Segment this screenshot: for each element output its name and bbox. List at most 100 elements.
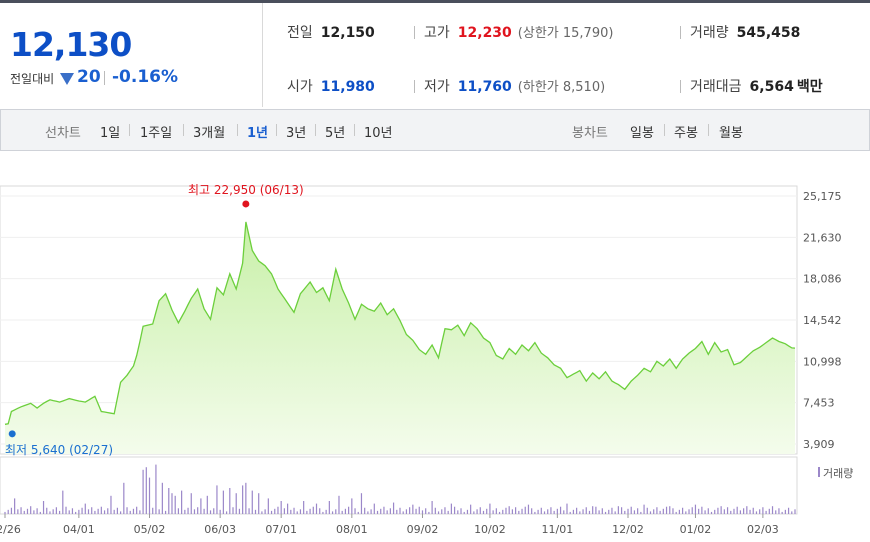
price-chart: 거래량 25,175 21,630 18,086 14,542 10,998 7,453 3… [0,183,853,536]
change-value: 20 [77,67,101,87]
tab-10year[interactable]: 10년 [364,126,393,141]
y-tick-label: 14,542 [803,314,842,327]
volume-bar [322,511,324,514]
volume-bar [235,493,237,514]
volume-bar [155,464,157,514]
volume-bar [608,509,610,514]
volume-bar [277,506,279,514]
volume-bar [601,508,603,514]
volume-bar [685,511,687,514]
volume-bar [726,507,729,514]
tab-divider [276,124,277,136]
volume-bar [251,490,253,514]
stat-open-value: 11,980 [320,79,375,95]
volume-bar [296,511,298,514]
tab-3month[interactable]: 3개월 [193,126,226,141]
tab-1year[interactable]: 1년 [247,126,269,141]
tab-3year[interactable]: 3년 [286,126,307,141]
volume-bar [707,508,709,514]
volume-bar [714,509,716,514]
volume-bar [367,511,369,514]
volume-bar [540,507,542,514]
volume-bar [100,506,102,514]
volume-bar [39,511,41,514]
volume-bar [415,508,417,514]
volume-bar [238,508,241,514]
volume-bar [4,511,6,514]
volume-bar [123,482,125,514]
volume-bar [242,485,244,514]
volume-bar [216,485,218,514]
volume-bar [396,509,398,514]
volume-bar [486,508,488,514]
volume-bar [418,506,420,514]
volume-bar [527,504,530,514]
stat-low: 저가 11,760 (하한가 8,510) [424,76,605,96]
price-summary: 12,130 전일대비 20 -0.16% [0,3,263,107]
volume-bar [733,508,735,514]
volume-bar [768,508,770,514]
volume-bar [794,509,796,514]
volume-bar [531,508,533,514]
volume-bar [232,507,234,514]
volume-bar [383,506,385,514]
volume-bar [193,509,196,514]
volume-bar [206,495,208,514]
volume-bar [778,508,780,514]
volume-bar [145,467,147,514]
volume-bar [717,507,719,514]
volume-bar [225,511,228,514]
volume-bar [447,510,449,514]
volume-bar [267,498,269,514]
volume-bar [749,509,751,514]
volume-bar [428,511,430,514]
volume-bar [492,510,494,514]
volume-bar [14,498,16,514]
volume-bar [360,493,363,514]
y-tick-label: 3,909 [803,438,835,451]
volume-bar [136,506,138,514]
high-annotation: 최고 22,950 (06/13) [188,183,304,197]
volume-bar [682,507,684,514]
volume-bar [303,501,305,514]
tab-divider [354,124,355,136]
volume-bar [229,488,231,514]
volume-bar [328,501,330,514]
stat-upper-limit: (상한가 15,790) [517,26,614,41]
volume-bar [476,509,478,514]
volume-bar [87,509,90,514]
volume-bar [97,508,99,514]
volume-bar [701,506,703,514]
volume-bar [543,511,546,514]
volume-bar [556,508,558,514]
volume-bar [392,502,395,514]
volume-bar [550,507,552,514]
x-tick-label: 02/03 [747,523,779,536]
tab-daily-candle[interactable]: 일봉 [630,126,654,141]
volume-bar [177,508,180,514]
volume-bar [389,508,391,514]
volume-bar [640,511,642,514]
tab-5year[interactable]: 5년 [325,126,346,141]
volume-bar [55,507,57,514]
volume-bar [78,509,80,514]
tab-1day[interactable]: 1일 [100,126,121,141]
tab-weekly-candle[interactable]: 주봉 [674,126,698,141]
volume-bar [547,509,549,514]
volume-bar [787,507,790,514]
volume-bar [572,509,575,514]
volume-bar [409,507,411,514]
volume-bar [42,501,45,514]
y-tick-label: 10,998 [803,355,842,368]
low-point-marker [8,430,16,438]
tab-1week[interactable]: 1주일 [140,126,173,141]
volume-bar [653,509,655,514]
volume-bar [325,509,327,514]
volume-bar [752,507,754,514]
tab-monthly-candle[interactable]: 월봉 [719,126,743,141]
y-tick-label: 18,086 [803,273,842,286]
volume-legend-label: 거래량 [823,467,853,480]
volume-bar [344,508,347,514]
volume-bar [743,508,745,514]
volume-bar [197,507,199,514]
